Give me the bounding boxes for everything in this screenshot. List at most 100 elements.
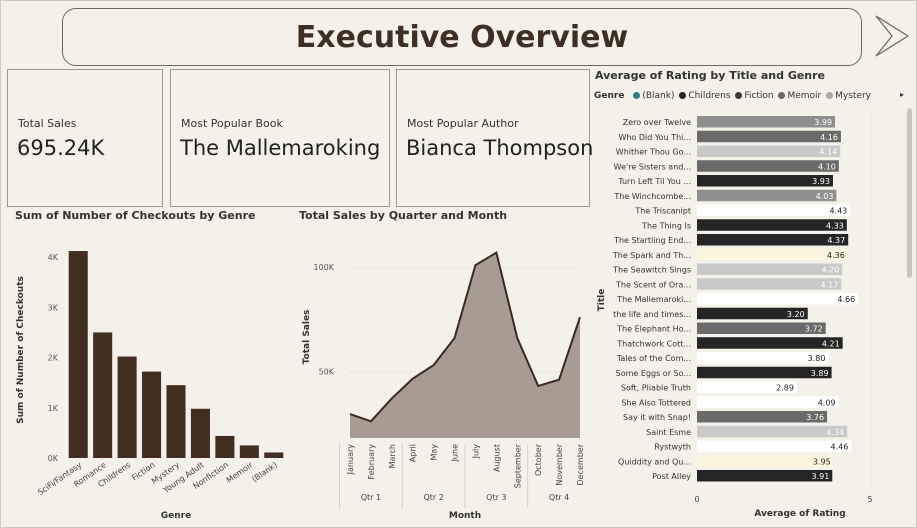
rating-chart-scrollbar[interactable] bbox=[907, 108, 912, 278]
quarter-label: Qtr 3 bbox=[486, 493, 506, 502]
rating-bar[interactable] bbox=[697, 352, 829, 364]
x-tick-label: 0 bbox=[694, 495, 699, 504]
bar[interactable] bbox=[190, 408, 210, 458]
rating-bar[interactable] bbox=[697, 248, 848, 261]
data-label: 4.14 bbox=[819, 148, 837, 157]
data-label: 3.95 bbox=[813, 457, 831, 466]
bar[interactable] bbox=[117, 356, 137, 458]
data-label: 3.93 bbox=[812, 177, 830, 186]
quarter-label: Qtr 1 bbox=[361, 493, 381, 502]
page-title: Executive Overview bbox=[295, 19, 629, 55]
rating-bar[interactable] bbox=[697, 425, 848, 438]
rating-bar[interactable] bbox=[697, 116, 836, 128]
data-label: 4.10 bbox=[818, 162, 836, 171]
data-label: 4.17 bbox=[820, 280, 838, 289]
title-label: Turn Left Til You ... bbox=[617, 177, 691, 186]
data-label: 3.91 bbox=[811, 472, 829, 481]
data-label: 4.34 bbox=[826, 428, 844, 437]
y-tick-label: 50K bbox=[319, 367, 335, 376]
bar[interactable] bbox=[68, 251, 88, 458]
bar[interactable] bbox=[239, 445, 259, 458]
kpi-value: 695.24K bbox=[17, 136, 105, 160]
bar[interactable] bbox=[93, 332, 113, 458]
rating-bar[interactable] bbox=[697, 440, 852, 453]
month-label: June bbox=[451, 444, 460, 463]
bar[interactable] bbox=[166, 385, 186, 458]
month-label: August bbox=[492, 444, 501, 472]
legend-swatch bbox=[679, 92, 687, 99]
rating-bar[interactable] bbox=[697, 307, 808, 320]
y-tick-label: 1K bbox=[48, 404, 59, 413]
rating-bar[interactable] bbox=[697, 396, 839, 408]
title-label: Thatchwork Cott... bbox=[616, 339, 691, 348]
rating-bar[interactable] bbox=[697, 204, 851, 217]
rating-bar[interactable] bbox=[697, 278, 842, 290]
sales-chart-title: Total Sales by Quarter and Month bbox=[299, 209, 508, 222]
y-axis-title: Title bbox=[597, 289, 607, 312]
rating-bar[interactable] bbox=[697, 175, 833, 187]
rating-bar[interactable] bbox=[697, 411, 828, 423]
data-label: 4.20 bbox=[822, 266, 840, 275]
rating-bar[interactable] bbox=[697, 160, 839, 172]
bar[interactable] bbox=[215, 435, 235, 458]
legend-item[interactable]: Childrens bbox=[688, 91, 731, 101]
kpi-label: Most Popular Book bbox=[181, 117, 283, 130]
title-label: The Triscanipt bbox=[634, 207, 691, 216]
rating-bar[interactable] bbox=[697, 293, 859, 305]
quarter-label: Qtr 4 bbox=[549, 493, 569, 502]
rating-by-title-chart[interactable]: Zero over Twelve 3.99 Who Did You Thi... 4.… bbox=[590, 108, 906, 526]
sales-area bbox=[350, 252, 580, 438]
title-label: Post Alley bbox=[652, 472, 691, 481]
rating-bar[interactable] bbox=[697, 337, 843, 349]
sales-by-month-chart[interactable]: 50K 100K January February March April May June J… bbox=[295, 224, 590, 524]
title-label: The Mallemaroki... bbox=[616, 295, 691, 304]
data-label: 4.09 bbox=[818, 398, 836, 407]
rating-bar[interactable] bbox=[697, 470, 833, 482]
y-tick-label: 100K bbox=[313, 263, 334, 272]
data-label: 4.43 bbox=[829, 207, 847, 216]
rating-bar[interactable] bbox=[697, 263, 843, 276]
data-label: 3.80 bbox=[808, 354, 826, 363]
legend-item[interactable]: Memoir bbox=[787, 91, 822, 101]
rating-bar[interactable] bbox=[697, 381, 797, 394]
title-label: the life and times... bbox=[613, 310, 691, 319]
data-label: 3.99 bbox=[814, 118, 832, 127]
rating-bar[interactable] bbox=[697, 455, 834, 467]
x-tick-label: 5 bbox=[867, 495, 872, 504]
rating-bar[interactable] bbox=[697, 130, 841, 143]
legend-item[interactable]: Mystery bbox=[835, 91, 871, 101]
checkouts-by-genre-chart[interactable]: 0K1K2K3K4KSciFi/FantasyRomanceChildrensF… bbox=[0, 224, 290, 524]
caret-right-icon[interactable]: ▸ bbox=[900, 90, 905, 99]
rating-bar[interactable] bbox=[697, 366, 832, 379]
title-label: Who Did You Thi... bbox=[618, 133, 691, 142]
bar[interactable] bbox=[142, 371, 162, 458]
rating-bar[interactable] bbox=[697, 322, 826, 335]
rating-bar[interactable] bbox=[697, 189, 837, 202]
title-label: The Thing Is bbox=[641, 221, 691, 230]
title-label: Quiddity and Qu... bbox=[618, 457, 691, 466]
month-label: March bbox=[388, 444, 397, 468]
rating-bar[interactable] bbox=[697, 219, 847, 231]
y-axis-title: Sum of Number of Checkouts bbox=[16, 276, 26, 424]
kpi-card-most-popular-book: Most Popular Book The Mallemaroking bbox=[170, 69, 390, 207]
title-label: Some Eggs or So... bbox=[616, 369, 691, 378]
title-label: Rystwyth bbox=[654, 443, 691, 452]
kpi-value: Bianca Thompson bbox=[406, 136, 594, 160]
chevron-right-icon[interactable] bbox=[872, 14, 912, 58]
title-label: The Startling End... bbox=[613, 236, 691, 245]
month-label: February bbox=[367, 444, 376, 480]
title-label: Saint Esme bbox=[646, 428, 691, 437]
data-label: 3.89 bbox=[811, 369, 829, 378]
legend-item[interactable]: (Blank) bbox=[642, 91, 675, 101]
legend-item[interactable]: Fiction bbox=[744, 91, 774, 101]
data-label: 4.33 bbox=[826, 221, 844, 230]
rating-bar[interactable] bbox=[697, 234, 849, 246]
rating-bar[interactable] bbox=[697, 145, 841, 158]
bar[interactable] bbox=[264, 452, 284, 458]
sales-line bbox=[349, 251, 581, 423]
title-label: The Winchcombe... bbox=[613, 192, 691, 201]
rating-chart-title: Average of Rating by Title and Genre bbox=[595, 69, 826, 82]
title-label: The Spark and Th... bbox=[612, 251, 691, 260]
month-label: December bbox=[576, 443, 585, 485]
title-banner: Executive Overview bbox=[62, 8, 862, 66]
